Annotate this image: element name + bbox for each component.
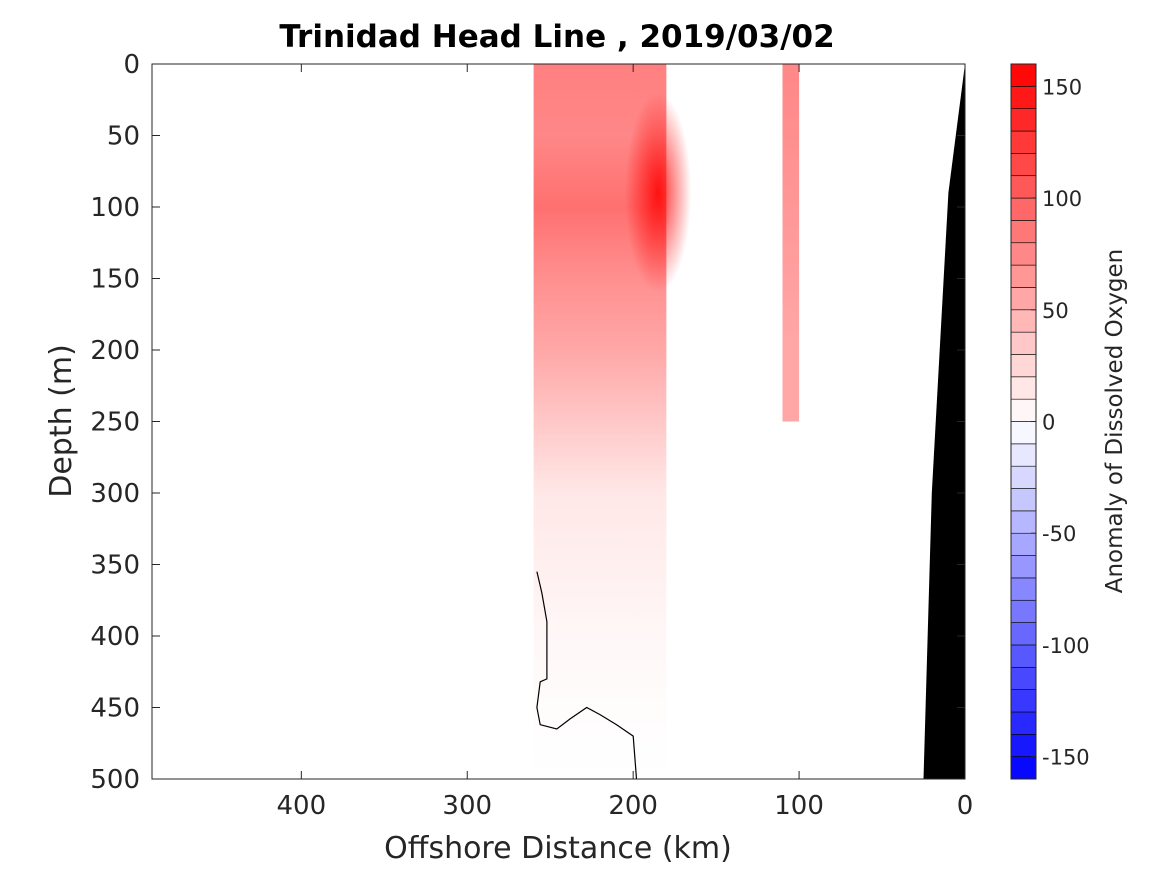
colorbar-segment: [1010, 220, 1037, 244]
colorbar-tick-label: -150: [1042, 746, 1090, 770]
colorbar-segment: [1010, 108, 1037, 132]
colorbar-segment: [1010, 264, 1037, 288]
y-tick-label: 200: [90, 336, 140, 366]
colorbar-segment: [1010, 86, 1037, 109]
y-tick-label: 100: [90, 193, 140, 223]
y-tick-label: 150: [90, 265, 140, 295]
colorbar-segment: [1010, 63, 1037, 87]
x-axis-ticks: 400 300 200 100 0: [277, 64, 974, 821]
zero-contour: [536, 571, 638, 779]
colorbar-tick-label: -100: [1042, 634, 1090, 658]
colorbar-segment: [1010, 532, 1037, 556]
colorbar-segment: [1010, 197, 1037, 221]
y-tick-label: 400: [90, 622, 140, 652]
colorbar-segment: [1010, 287, 1037, 311]
colorbar-segment: [1010, 555, 1037, 579]
colorbar: 150 100 50 0 -50 -100 -150: [1010, 63, 1090, 780]
y-tick-label: 300: [90, 479, 140, 509]
colorbar-segment: [1010, 577, 1037, 601]
y-tick-label: 350: [90, 551, 140, 581]
colorbar-segment: [1010, 599, 1037, 623]
colorbar-segment: [1010, 331, 1037, 355]
colorbar-segment: [1010, 510, 1037, 534]
colorbar-segment: [1010, 175, 1037, 199]
colorbar-segment: [1010, 622, 1037, 646]
colorbar-segment: [1010, 309, 1037, 333]
colorbar-segment: [1010, 711, 1037, 735]
colorbar-tick-label: 50: [1042, 299, 1069, 323]
x-tick-label: 300: [442, 791, 492, 821]
colorbar-segment: [1010, 421, 1037, 445]
colorbar-segment: [1010, 354, 1037, 378]
x-axis-label: Offshore Distance (km): [384, 831, 732, 866]
x-tick-label: 200: [608, 791, 658, 821]
colorbar-tick-label: 0: [1042, 411, 1055, 435]
colorbar-tick-label: 150: [1042, 75, 1082, 99]
colorbar-segment: [1010, 488, 1037, 512]
y-axis-label: Depth (m): [44, 344, 79, 498]
y-tick-label: 0: [123, 50, 140, 80]
colorbar-segment: [1010, 242, 1037, 266]
plot-area: [152, 64, 965, 779]
x-tick-label: 100: [774, 791, 824, 821]
chart-title: Trinidad Head Line , 2019/03/02: [279, 19, 834, 55]
colorbar-segment: [1010, 130, 1037, 154]
colorbar-segment: [1010, 666, 1037, 690]
colorbar-segment: [1010, 734, 1037, 757]
features: [536, 92, 692, 779]
y-tick-label: 250: [90, 408, 140, 438]
colorbar-tick-label: 100: [1042, 187, 1082, 211]
y-axis-ticks: 0 50 100 150 200 250 300 350 400 450 500: [90, 50, 965, 795]
colorbar-segment: [1010, 443, 1037, 467]
x-tick-label: 0: [957, 791, 974, 821]
colorbar-segment: [1010, 689, 1037, 713]
colorbar-segment: [1010, 153, 1037, 177]
station-band: [782, 64, 800, 422]
colorbar-segment: [1010, 756, 1037, 780]
y-tick-label: 50: [107, 122, 140, 152]
y-tick-label: 450: [90, 694, 140, 724]
bathymetry-seafloor: [923, 64, 965, 779]
anomaly-maximum: [624, 92, 692, 293]
colorbar-segment: [1010, 376, 1037, 400]
colorbar-label: Anomaly of Dissolved Oxygen: [1102, 249, 1128, 594]
colorbar-segment: [1010, 644, 1037, 668]
y-tick-label: 500: [90, 765, 140, 795]
colorbar-segment: [1010, 465, 1037, 489]
colorbar-tick-label: -50: [1042, 522, 1076, 546]
x-tick-label: 400: [277, 791, 327, 821]
colorbar-segment: [1010, 398, 1037, 422]
